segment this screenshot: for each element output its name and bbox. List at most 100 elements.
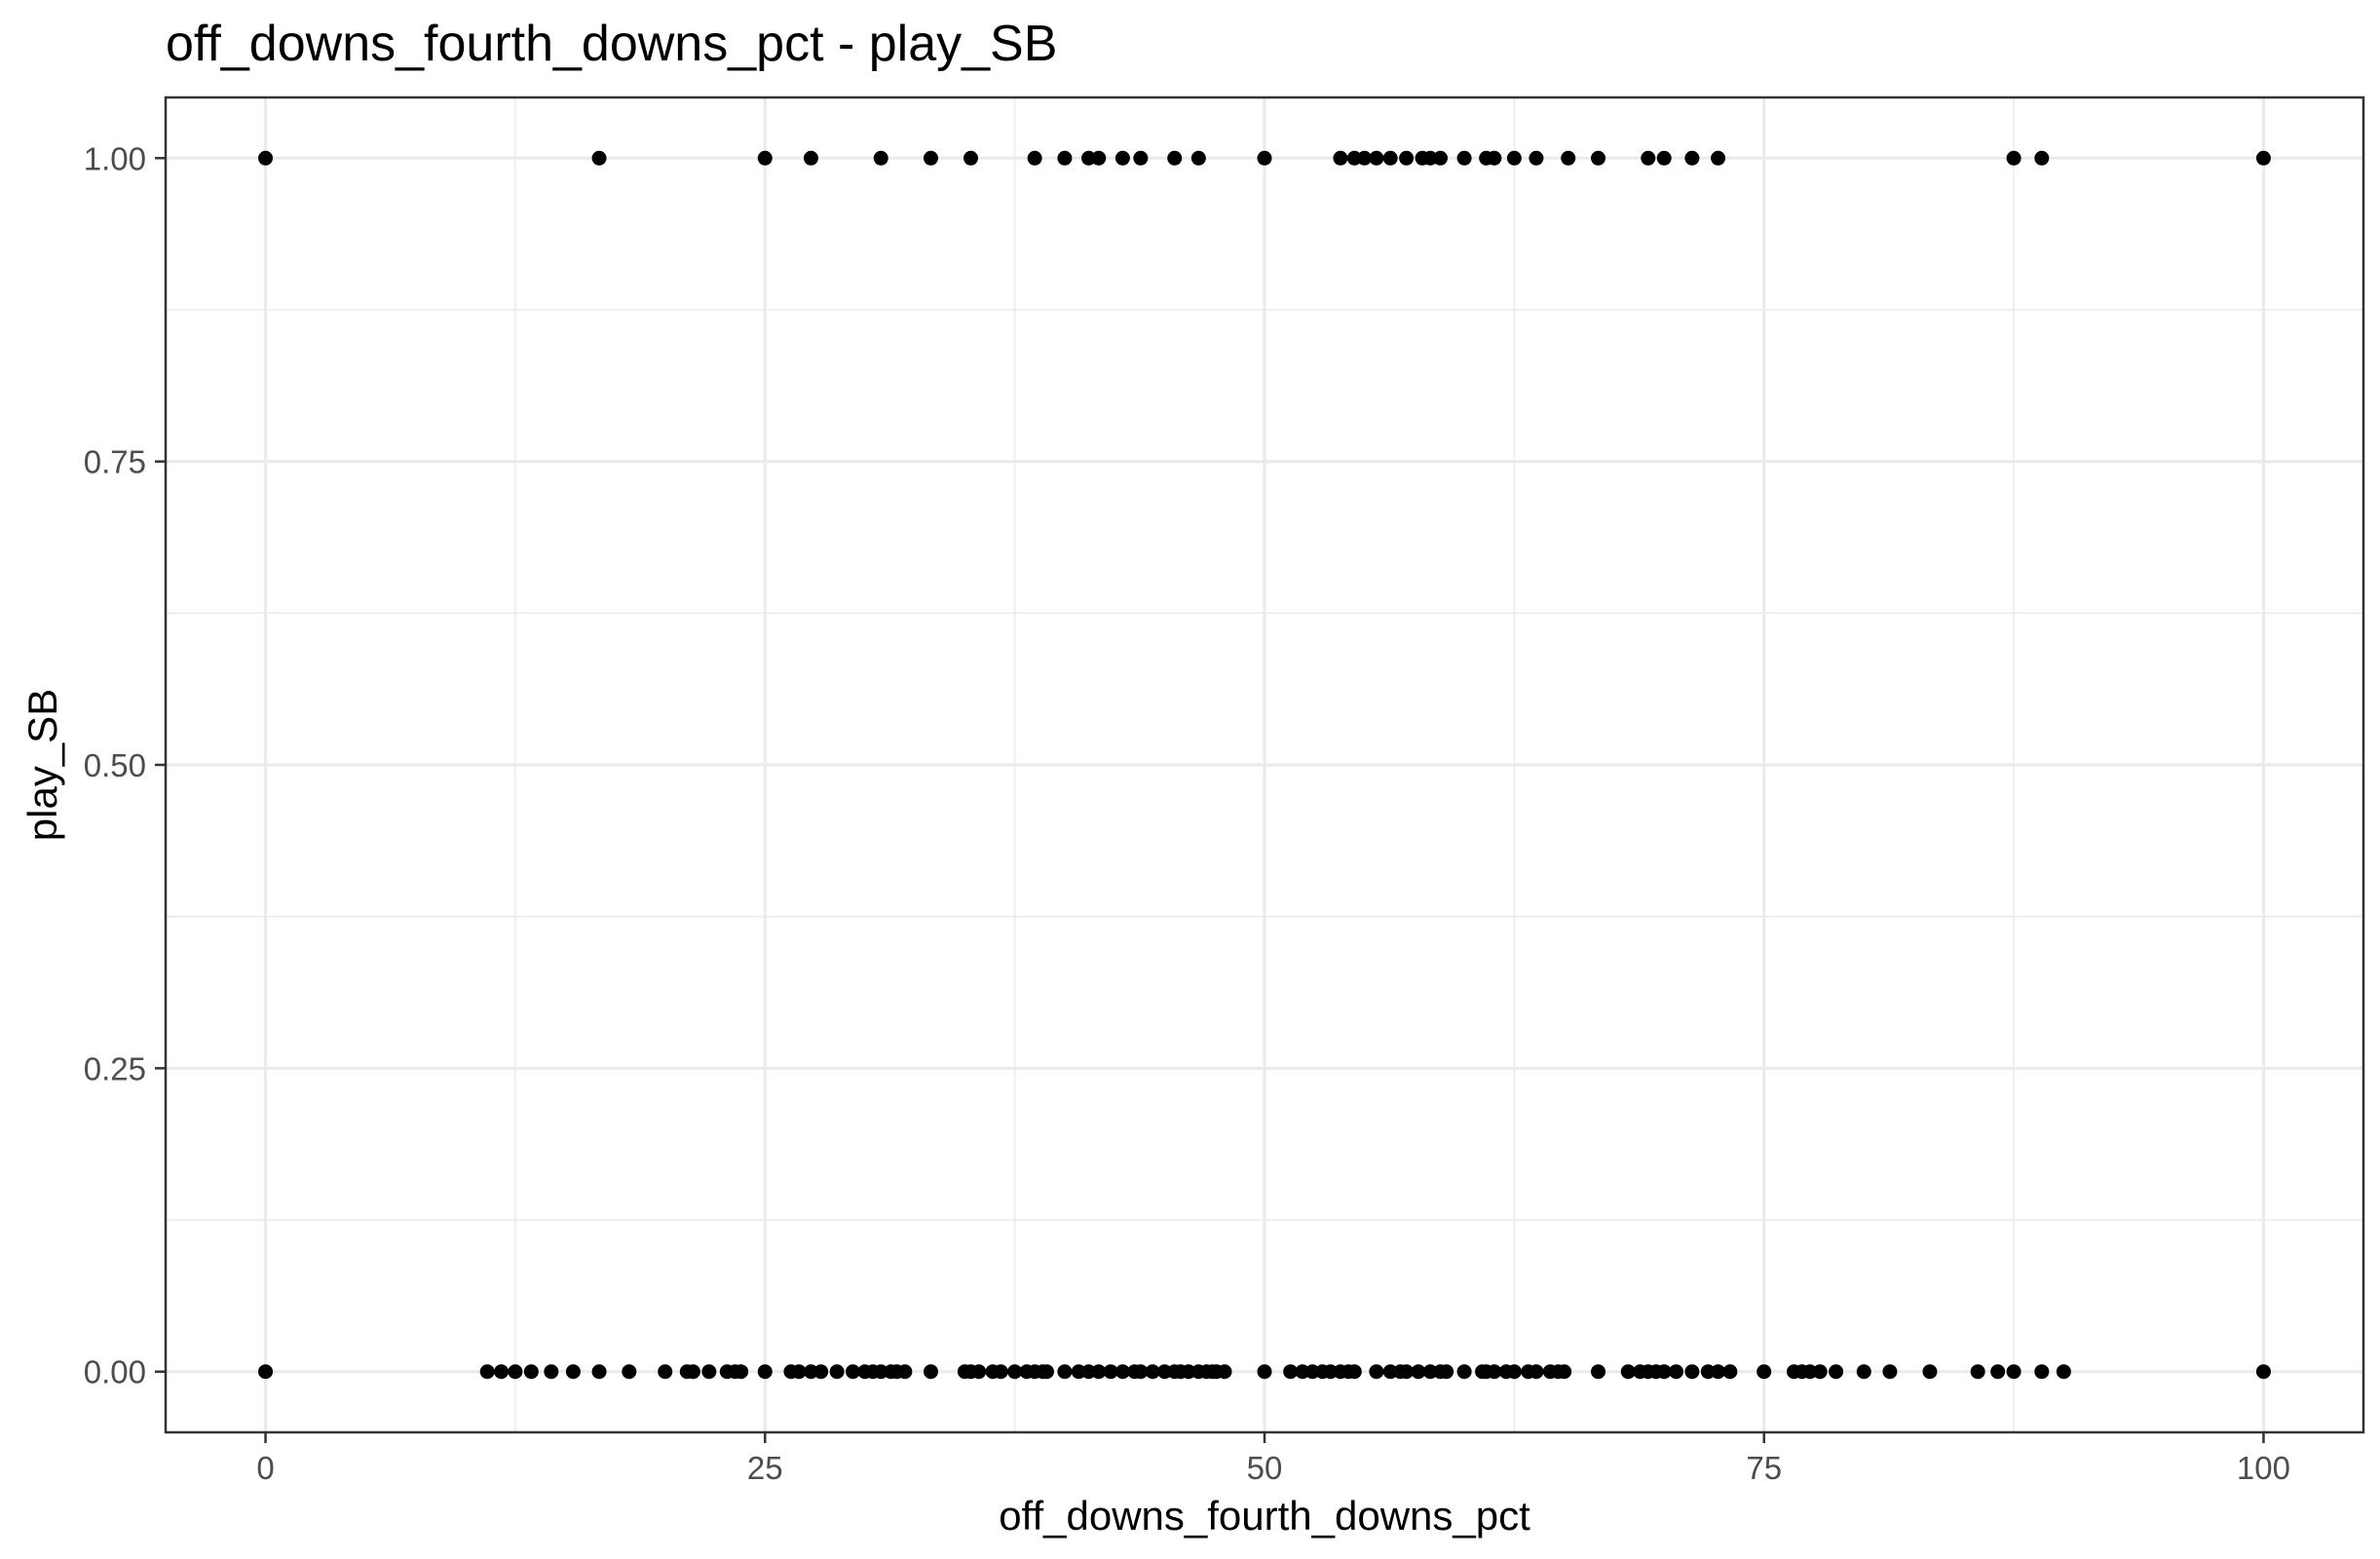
data-point	[1684, 1364, 1700, 1380]
data-point	[591, 150, 607, 166]
data-point	[757, 1364, 773, 1380]
data-point	[1283, 1364, 1299, 1380]
data-point	[1439, 1364, 1454, 1380]
chart-title: off_downs_fourth_downs_pct - play_SB	[166, 16, 1057, 72]
data-point	[1257, 150, 1272, 166]
x-axis-title: off_downs_fourth_downs_pct	[999, 1493, 1530, 1539]
data-point	[1882, 1364, 1898, 1380]
data-point	[2034, 150, 2050, 166]
data-point	[1529, 150, 1544, 166]
data-point	[622, 1364, 637, 1380]
y-tick-label: 0.50	[84, 747, 146, 783]
data-point	[591, 1364, 607, 1380]
data-point	[1114, 150, 1130, 166]
x-tick-label: 50	[1247, 1450, 1283, 1486]
data-point	[1656, 150, 1672, 166]
data-point	[1156, 1364, 1172, 1380]
data-point	[1382, 1364, 1398, 1380]
data-point	[1829, 1364, 1844, 1380]
data-point	[523, 1364, 539, 1380]
data-point	[2034, 1364, 2050, 1380]
data-point	[494, 1364, 510, 1380]
data-point	[873, 150, 888, 166]
data-point	[1422, 150, 1438, 166]
data-point	[1369, 1364, 1384, 1380]
x-tick-label: 0	[256, 1450, 274, 1486]
data-point	[2006, 150, 2021, 166]
data-point	[1757, 1364, 1772, 1380]
data-point	[1856, 1364, 1871, 1380]
data-point	[1027, 150, 1042, 166]
data-point	[1711, 150, 1726, 166]
data-point	[1323, 1364, 1339, 1380]
data-point	[1071, 1364, 1086, 1380]
data-point	[923, 150, 938, 166]
data-point	[1382, 150, 1398, 166]
data-point	[846, 1364, 861, 1380]
data-point	[2006, 1364, 2021, 1380]
data-point	[1529, 1364, 1544, 1380]
x-tick-label: 25	[747, 1450, 783, 1486]
data-point	[1684, 150, 1700, 166]
data-point	[1357, 150, 1373, 166]
data-point	[1641, 150, 1656, 166]
data-point	[1722, 1364, 1738, 1380]
data-point	[1557, 1364, 1572, 1380]
data-point	[2255, 150, 2271, 166]
data-point	[1007, 1364, 1023, 1380]
data-point	[791, 1364, 807, 1380]
data-point	[508, 1364, 523, 1380]
data-point	[993, 1364, 1008, 1380]
data-point	[1145, 1364, 1160, 1380]
data-point	[1091, 150, 1107, 166]
y-axis-ticks: 0.00 0.25 0.50 0.75 1.00	[84, 140, 166, 1390]
data-point	[1399, 1364, 1415, 1380]
data-point	[1346, 150, 1362, 166]
data-point	[701, 1364, 717, 1380]
data-point	[258, 1364, 274, 1380]
data-point	[544, 1364, 559, 1380]
y-tick-label: 0.25	[84, 1050, 146, 1086]
data-point	[1506, 150, 1522, 166]
data-point	[1039, 1364, 1054, 1380]
data-point	[1103, 1364, 1118, 1380]
data-point	[1081, 1364, 1097, 1380]
x-axis-ticks: 0 25 50 75 100	[256, 1432, 2290, 1486]
data-point	[1620, 1364, 1636, 1380]
data-point	[1190, 150, 1206, 166]
data-point	[1257, 1364, 1272, 1380]
x-tick-label: 75	[1746, 1450, 1782, 1486]
data-point	[1591, 1364, 1606, 1380]
data-point	[1561, 150, 1576, 166]
data-point	[813, 1364, 829, 1380]
data-point	[829, 1364, 845, 1380]
data-point	[1506, 1364, 1522, 1380]
data-point	[1656, 1364, 1672, 1380]
data-point	[1346, 1364, 1362, 1380]
data-point	[2255, 1364, 2271, 1380]
data-point	[897, 1364, 913, 1380]
data-point	[479, 1364, 495, 1380]
data-point	[1333, 150, 1348, 166]
data-point	[1133, 150, 1149, 166]
data-point	[658, 1364, 673, 1380]
data-point	[258, 150, 274, 166]
data-point	[803, 1364, 818, 1380]
data-point	[1217, 1364, 1232, 1380]
data-point	[1456, 1364, 1472, 1380]
data-point	[757, 150, 773, 166]
data-point	[1812, 1364, 1828, 1380]
data-point	[1802, 1364, 1818, 1380]
data-point	[1304, 1364, 1320, 1380]
data-point	[963, 150, 979, 166]
data-point	[2056, 1364, 2071, 1380]
data-point	[1668, 1364, 1683, 1380]
data-point	[1411, 1364, 1426, 1380]
data-point	[1114, 1364, 1130, 1380]
data-point	[1422, 1364, 1438, 1380]
data-point	[1081, 150, 1097, 166]
data-point	[1369, 150, 1384, 166]
data-point	[1456, 150, 1472, 166]
data-point	[1591, 150, 1606, 166]
